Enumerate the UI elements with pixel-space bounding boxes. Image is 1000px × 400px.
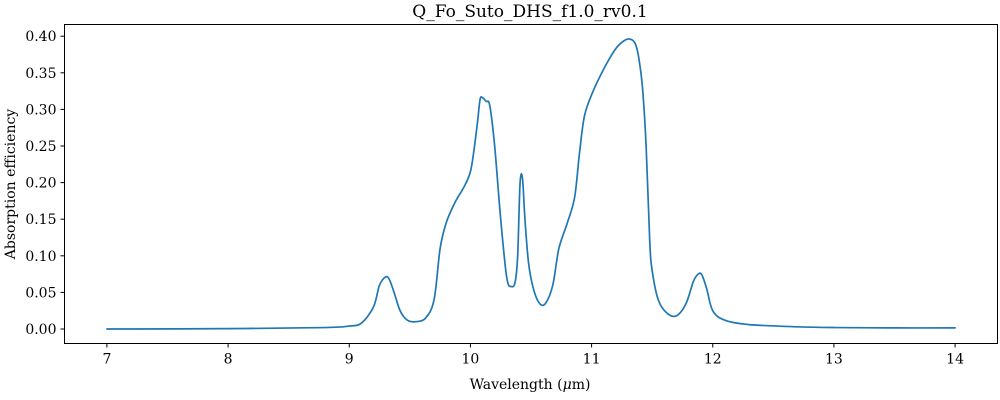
plot-frame [64,24,998,344]
y-axis: 0.00 0.05 0.10 0.15 0.20 0.25 0.30 0.35 0.40 [25,29,65,338]
x-tick-label: 13 [825,352,843,368]
x-tick-label: 7 [102,352,111,368]
y-tick-label: 0.10 [25,249,56,265]
chart-title: Q_Fo_Suto_DHS_f1.0_rv0.1 [412,2,647,22]
y-tick-label: 0.30 [25,102,56,118]
x-axis-label: Wavelength (μm) [470,377,591,393]
x-axis-label-text: Wavelength ( [470,377,563,393]
x-tick-label: 12 [704,352,722,368]
y-tick-label: 0.15 [25,212,56,228]
x-axis-label-symbol: μ [563,377,572,393]
y-axis-label: Absorption efficiency [3,109,19,261]
y-tick-label: 0.25 [25,139,56,155]
x-tick-label: 11 [583,352,601,368]
y-tick-label: 0.20 [25,176,56,192]
x-axis-label-suffix: m) [572,377,591,393]
x-axis: 7 8 9 10 11 12 13 14 [102,343,964,368]
y-tick-label: 0.05 [25,285,56,301]
x-tick-label: 14 [946,352,964,368]
series-line [106,38,956,330]
y-tick-label: 0.35 [25,66,56,82]
y-tick-label: 0.40 [25,29,56,45]
y-tick-label: 0.00 [25,322,56,338]
x-tick-label: 9 [345,352,354,368]
x-tick-label: 10 [462,352,480,368]
x-tick-label: 8 [224,352,233,368]
